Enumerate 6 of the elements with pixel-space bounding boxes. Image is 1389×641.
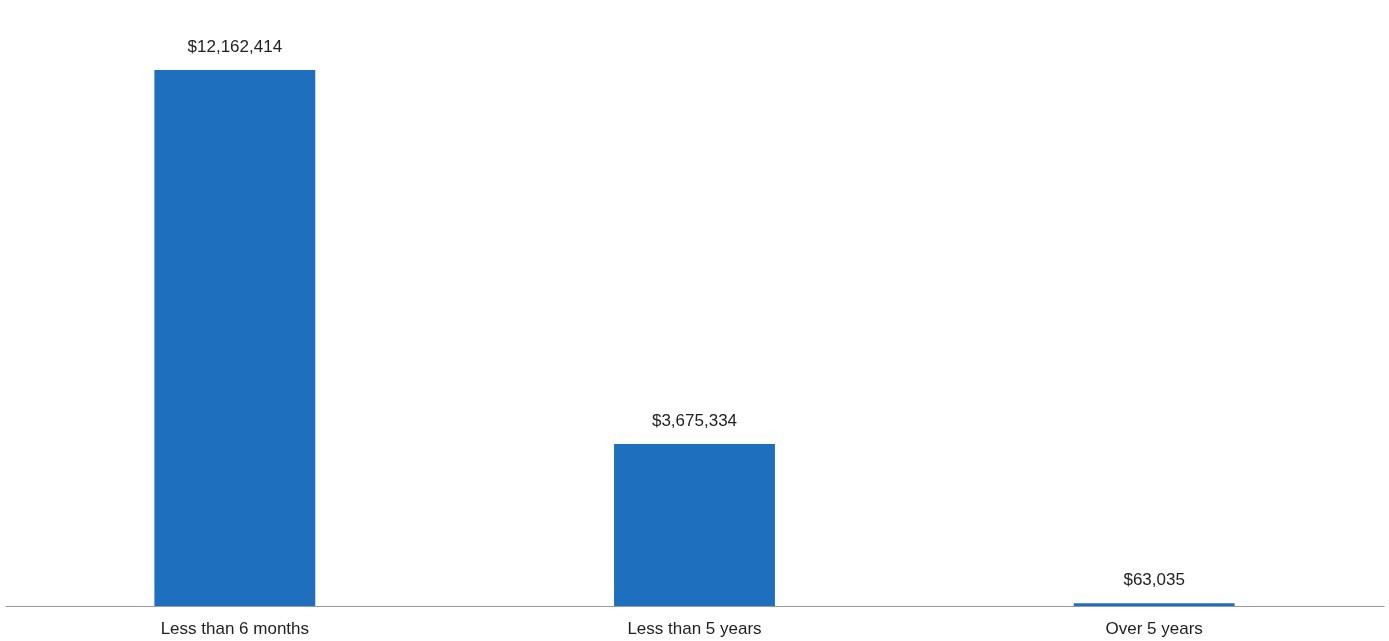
x-tick-label: Over 5 years: [1105, 618, 1203, 638]
x-tick-label: Less than 6 months: [160, 618, 310, 638]
data-label: $12,162,414: [187, 37, 283, 56]
x-tick-label: Less than 5 years: [627, 618, 762, 638]
data-label: $63,035: [1123, 570, 1185, 590]
data-label: $3,675,334: [651, 411, 738, 431]
